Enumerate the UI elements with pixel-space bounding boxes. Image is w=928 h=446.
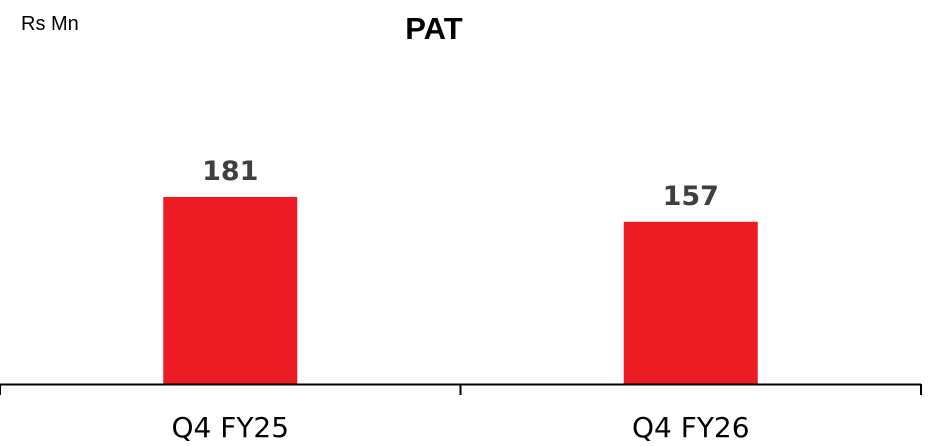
x-axis bbox=[0, 383, 922, 395]
bar-2 bbox=[623, 221, 758, 384]
data-label-1: 181 bbox=[202, 156, 258, 187]
x-tick-label-2: Q4 FY26 bbox=[632, 411, 750, 444]
data-labels-layer: 181 157 bbox=[202, 156, 719, 212]
tick-labels-layer: Q4 FY25 Q4 FY26 bbox=[171, 411, 749, 444]
bars-layer bbox=[163, 197, 758, 384]
chart-title: PAT bbox=[405, 11, 463, 46]
bar-1 bbox=[163, 197, 298, 384]
unit-label: Rs Mn bbox=[21, 13, 79, 35]
data-label-2: 157 bbox=[663, 181, 719, 212]
x-tick-label-1: Q4 FY25 bbox=[171, 411, 289, 444]
